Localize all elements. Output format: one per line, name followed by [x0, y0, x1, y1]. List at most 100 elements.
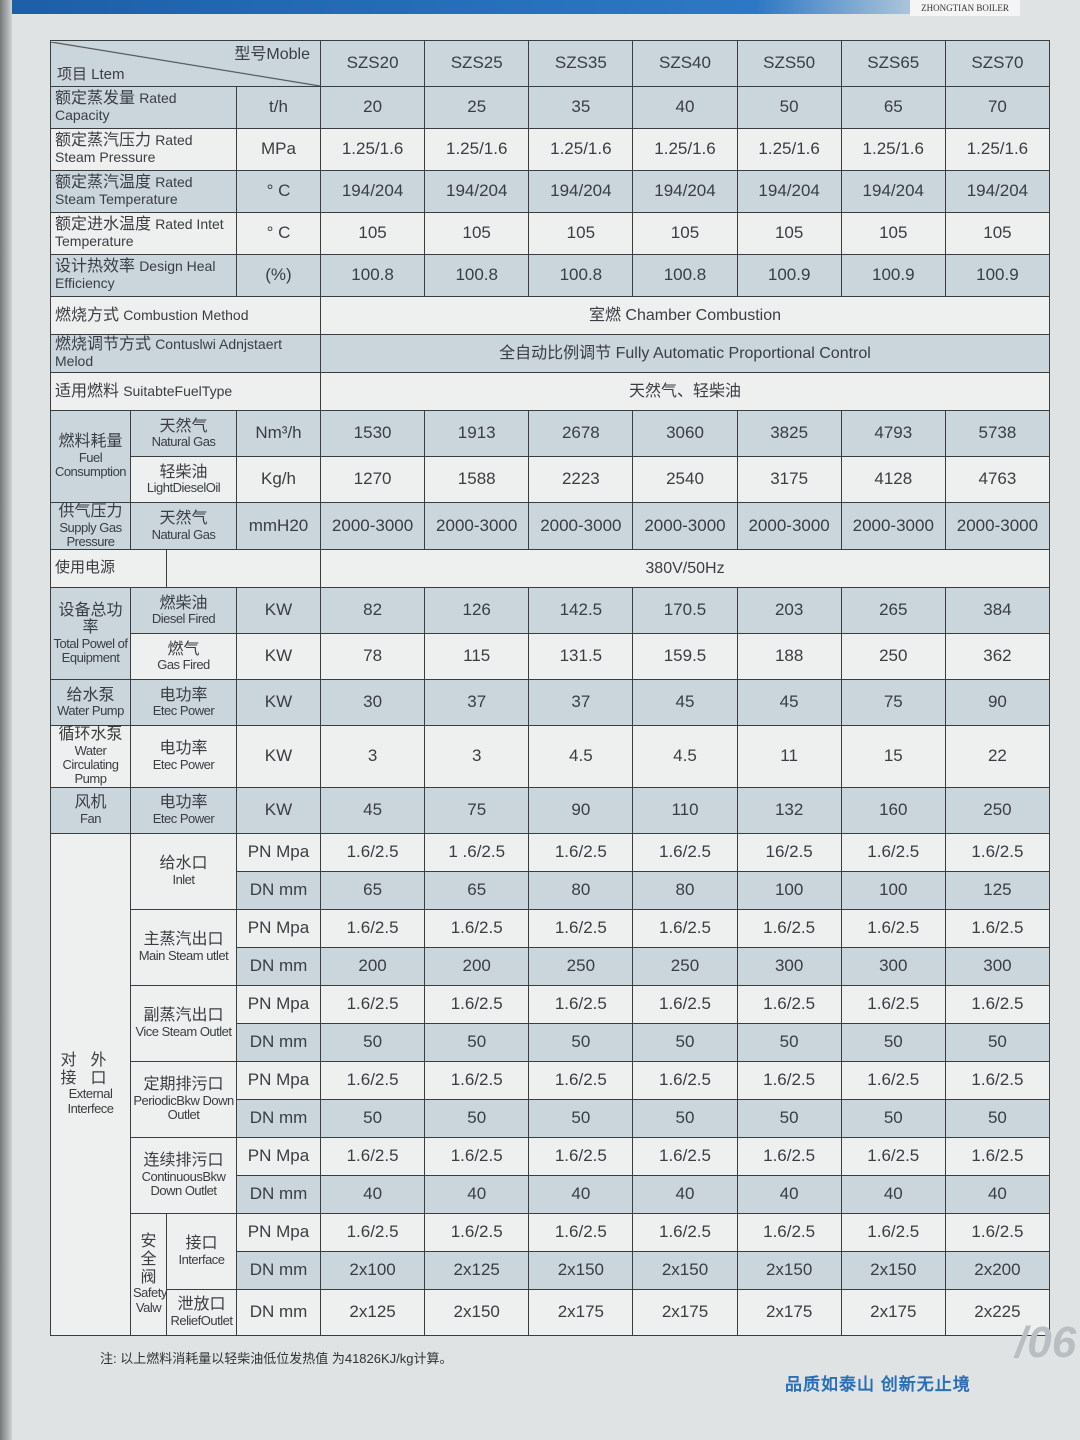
- value-cell: 50: [736, 86, 842, 129]
- model-header: SZS70: [944, 40, 1051, 87]
- label-cn: 风机: [74, 794, 107, 812]
- equipment-power-row: 燃气 Gas Fired KW 78 115 131.5 159.5 188 250 362: [51, 633, 1051, 681]
- label-en: Water Pump: [57, 703, 124, 719]
- label-en: Safety Valw: [133, 1285, 167, 1315]
- value-cell: 194/204: [736, 170, 842, 213]
- value-cell: 200: [319, 946, 426, 986]
- row-label: 额定蒸汽温度 Rated Steam Temperature: [50, 170, 237, 213]
- value-cell: 203: [736, 587, 842, 635]
- value-cell: 1.6/2.5: [736, 908, 842, 948]
- value-cell: 100.8: [632, 254, 738, 297]
- value-cell: 1.6/2.5: [840, 984, 946, 1024]
- value-cell: 142.5: [528, 587, 634, 635]
- footnote: 注: 以上燃料消耗量以轻柴油低位发热值 为41826KJ/kg计算。: [100, 1351, 453, 1366]
- value-cell: 1.6/2.5: [319, 832, 426, 872]
- value-cell: 160: [840, 786, 946, 834]
- value-cell: 2x150: [736, 1250, 842, 1290]
- label-cn: 循环水泵: [58, 726, 123, 744]
- value-cell: 131.5: [528, 633, 634, 681]
- label-en: External Interfece: [67, 1086, 114, 1116]
- value-cell: 50: [319, 1098, 426, 1138]
- value-cell: 1 .6/2.5: [424, 832, 530, 872]
- value-cell: 105: [840, 212, 946, 255]
- value-cell: 2x200: [944, 1250, 1051, 1290]
- model-label: 型号Moble: [234, 45, 310, 63]
- value-cell: 50: [840, 1022, 946, 1062]
- value-cell: 70: [944, 86, 1051, 129]
- model-header: SZS65: [840, 40, 946, 87]
- value-cell: 11: [736, 725, 842, 788]
- external-row: DN mm 50 50 50 50 50 50 50: [51, 1022, 1051, 1062]
- value-cell: 1.6/2.5: [528, 984, 634, 1024]
- value-cell: 40: [840, 1174, 946, 1214]
- row-label: 燃烧调节方式 Contuslwi Adnjstaert Melod: [50, 334, 321, 373]
- row-label: 燃烧方式 Combustion Method: [50, 296, 321, 335]
- value-cell: 75: [424, 786, 530, 834]
- label-cn: 天然气: [159, 510, 208, 528]
- page-edge: [0, 0, 12, 1440]
- value-cell: 1.6/2.5: [632, 1136, 738, 1176]
- model-header: SZS40: [632, 40, 738, 87]
- label-cn: 设计热效率: [55, 258, 136, 276]
- unit-cell: KW: [236, 587, 321, 635]
- unit-cell: DN mm: [236, 1174, 321, 1214]
- interface-label: 副蒸汽出口 Vice Steam Outlet: [130, 984, 237, 1062]
- value-cell: 2000-3000: [736, 501, 842, 551]
- value-cell: 3060: [632, 410, 738, 457]
- model-header: SZS25: [424, 40, 530, 87]
- label-cn: 泄放口: [177, 1296, 226, 1314]
- label-cn: 额定蒸发量: [55, 90, 136, 108]
- value-cell: 3825: [736, 410, 842, 457]
- merged-row: 燃烧调节方式 Contuslwi Adnjstaert Melod 全自动比例调节…: [50, 334, 1050, 373]
- pump-row: 循环水泵 Water Circulating Pump 电功率 Etec Powe…: [50, 725, 1051, 788]
- value-cell: 200: [424, 946, 530, 986]
- row-label: 额定进水温度 Rated Intet Temperature: [50, 212, 237, 255]
- label-en: Etec Power: [152, 810, 215, 826]
- external-interface-label: 对外接口 External Interfece: [50, 832, 131, 1336]
- value-cell: 37: [424, 679, 530, 727]
- value-cell: 1.6/2.5: [944, 1136, 1051, 1176]
- value-cell: 35: [528, 86, 634, 129]
- value-cell: 2x150: [632, 1250, 738, 1290]
- value-cell: 362: [944, 633, 1051, 681]
- unit-cell: KW: [236, 679, 321, 727]
- label-en: Rated Capacity: [55, 90, 177, 124]
- value-cell: 50: [424, 1098, 530, 1138]
- value-cell: 40: [944, 1174, 1051, 1214]
- value-cell: 100.8: [424, 254, 530, 297]
- value-cell: 4.5: [632, 725, 738, 788]
- unit-cell: DN mm: [236, 1288, 321, 1336]
- value-cell: 1.6/2.5: [736, 1060, 842, 1100]
- unit-cell: PN Mpa: [236, 984, 321, 1024]
- unit-cell: (%): [236, 254, 321, 297]
- external-row: DN mm 65 65 80 80 100 100 125: [51, 870, 1051, 910]
- unit-cell: MPa: [236, 128, 321, 171]
- value-cell: 1.6/2.5: [632, 1212, 738, 1252]
- label-en: SuitabteFuelType: [123, 382, 233, 399]
- label-cn: 接口: [185, 1235, 218, 1253]
- value-cell: 40: [319, 1174, 426, 1214]
- value-cell: 1.6/2.5: [840, 1060, 946, 1100]
- value-cell: 1.6/2.5: [736, 1212, 842, 1252]
- value-cell: 250: [840, 633, 946, 681]
- model-header: SZS20: [319, 40, 426, 87]
- label-cn: 燃烧方式: [55, 306, 120, 324]
- label-en: Gas Fired: [157, 657, 210, 673]
- header-row: 型号Moble 项目 Ltem SZS20 SZS25 SZS35 SZS40 SZS50 S…: [50, 40, 1051, 87]
- label-cn: 适用燃料: [55, 382, 120, 400]
- unit-cell: KW: [236, 786, 321, 834]
- value-cell: 110: [632, 786, 738, 834]
- sub-label: 燃柴油 Diesel Fired: [130, 587, 237, 635]
- label-cn: 额定蒸汽温度: [55, 174, 152, 192]
- value-cell: 1.6/2.5: [424, 1060, 530, 1100]
- value-cell: 1.25/1.6: [528, 128, 634, 171]
- value-cell: 100.8: [319, 254, 426, 297]
- value-cell: 115: [424, 633, 530, 681]
- label-cn: 主蒸汽出口: [143, 931, 224, 949]
- value-cell: 45: [319, 786, 426, 834]
- unit-cell: t/h: [236, 86, 321, 129]
- equipment-power-row: 设备总功率 Total Powel of Equipment 燃柴油 Diesel…: [50, 587, 1051, 681]
- row-label: 设计热效率 Design Heal Efficiency: [50, 254, 237, 297]
- value-cell: 2x100: [319, 1250, 426, 1290]
- unit-cell: PN Mpa: [236, 1136, 321, 1176]
